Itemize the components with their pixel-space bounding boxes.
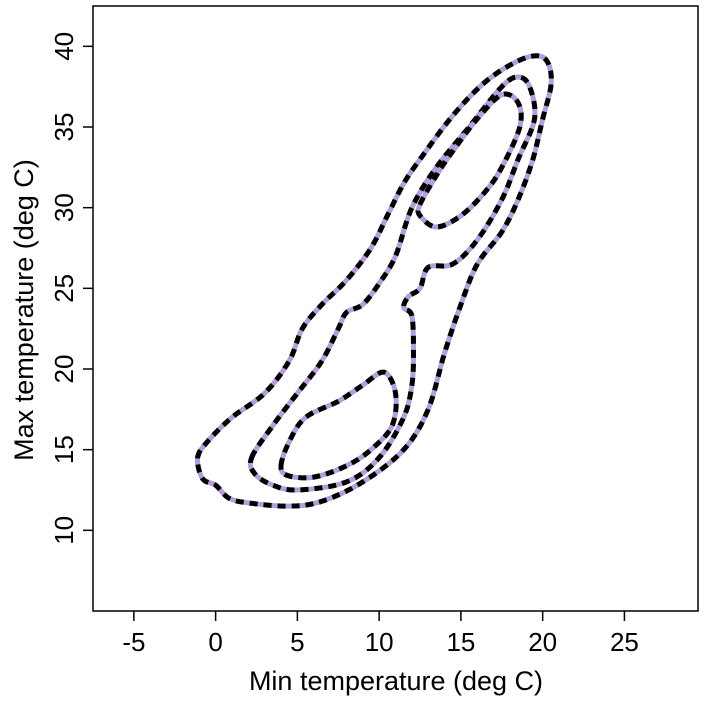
- y-tick-label: 35: [49, 113, 79, 142]
- contour-line-inner-top-base: [415, 91, 524, 230]
- contour-line-outer-base: [194, 53, 554, 509]
- y-tick-label: 30: [49, 193, 79, 222]
- x-axis: -5 0 5 10 15 20 25: [122, 611, 639, 657]
- x-tick-label: 10: [365, 627, 394, 657]
- contour-line-middle: [247, 74, 538, 493]
- x-tick-label: 5: [290, 627, 304, 657]
- contour-line-outer: [194, 53, 554, 509]
- plot-frame: [92, 5, 699, 612]
- y-tick-label: 15: [49, 435, 79, 464]
- x-tick-label: 20: [528, 627, 557, 657]
- y-axis-title: Max temperature (deg C): [9, 159, 39, 461]
- y-tick-label: 10: [49, 516, 79, 545]
- x-tick-label: 25: [610, 627, 639, 657]
- x-tick-label: -5: [122, 627, 145, 657]
- y-tick-label: 25: [49, 274, 79, 303]
- y-tick-label: 40: [49, 32, 79, 61]
- y-tick-label: 20: [49, 355, 79, 384]
- contour-line-inner-top: [415, 91, 524, 230]
- x-tick-label: 0: [208, 627, 222, 657]
- contour-line-inner-bottom: [278, 369, 399, 481]
- y-axis: 10 15 20 25 30 35 40: [49, 32, 93, 545]
- x-axis-title: Min temperature (deg C): [249, 666, 543, 696]
- contour-lines: [194, 53, 554, 509]
- x-tick-label: 15: [446, 627, 475, 657]
